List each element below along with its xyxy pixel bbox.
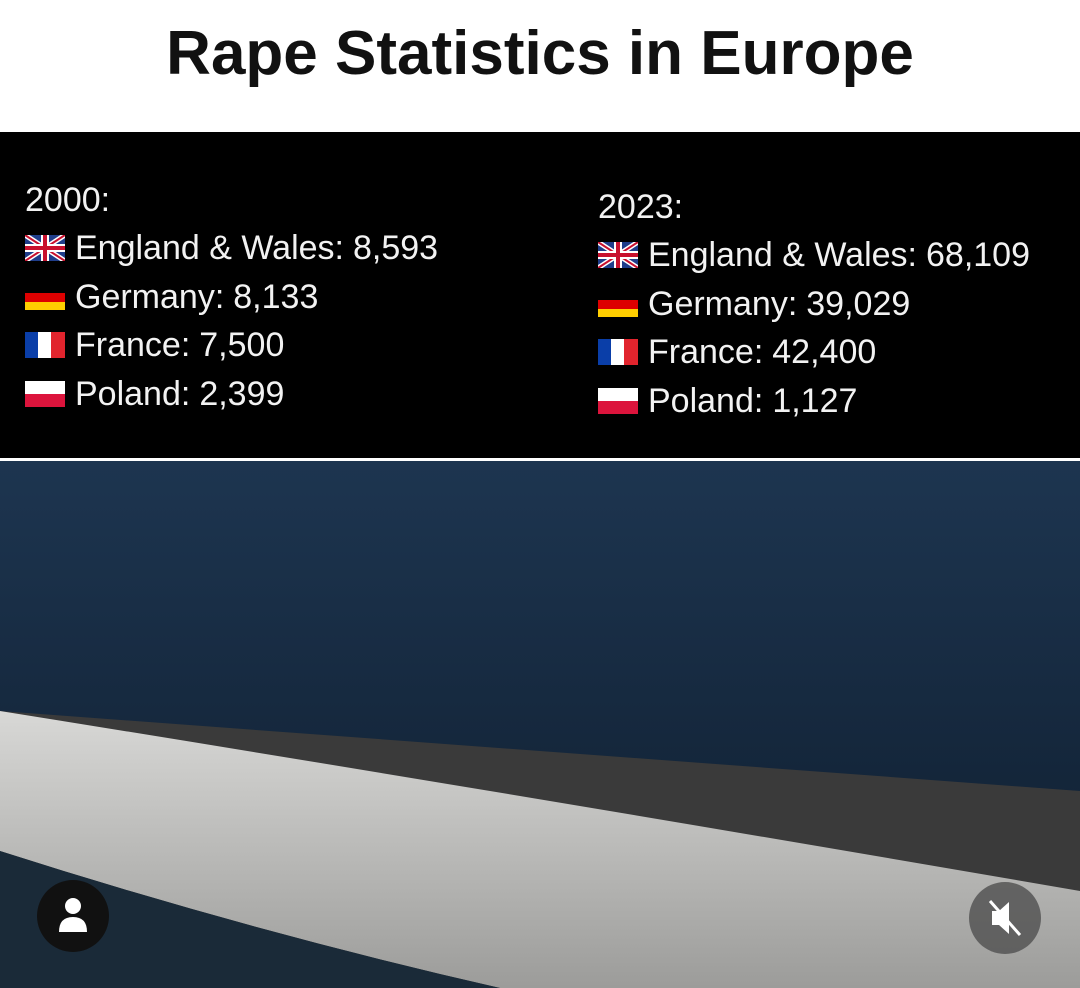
flag [598,242,638,269]
stat-row: Poland: 2,399 [25,370,438,419]
stat-value: 8,133 [233,277,319,316]
stat-row: Germany: 8,133 [25,273,438,322]
stat-value: 42,400 [772,333,877,371]
flag [25,235,65,262]
photo-placeholder [0,461,1080,988]
stat-value: 1,127 [772,381,858,420]
country-label: England & Wales: [648,236,917,274]
stats-column: 2000: England & Wales: 8,593 Germany: 8,133 F… [25,176,438,418]
year-heading: 2000: [25,181,111,219]
stat-value: 68,109 [926,236,1030,274]
flag [598,387,638,414]
water-front [0,851,500,988]
profile-icon[interactable] [37,880,109,952]
stat-row: France: 7,500 [25,321,438,370]
country-label: Poland: [75,374,191,413]
country-label: England & Wales: [75,229,344,267]
boat-hull [0,711,1080,988]
flag [598,339,638,366]
flag [25,332,65,359]
country-label: France: [648,333,764,371]
country-label: Germany: [648,284,798,323]
country-label: Poland: [648,381,764,420]
stat-row: France: 42,400 [598,328,1030,377]
country-label: Germany: [75,277,225,316]
flag [25,380,65,407]
stats-column: 2023: England & Wales: 68,109 Germany: 39,02… [598,183,1030,425]
stat-value: 7,500 [199,326,285,364]
country-label: France: [75,326,191,364]
stat-row: England & Wales: 8,593 [25,224,438,273]
stat-value: 2,399 [199,374,285,413]
stat-value: 8,593 [353,229,439,267]
stat-value: 39,029 [806,284,911,323]
flag [25,283,65,310]
year-heading: 2023: [598,188,684,226]
stats-panel: 2000: England & Wales: 8,593 Germany: 8,133 F… [0,132,1080,458]
mute-icon[interactable] [969,882,1041,954]
stat-row: England & Wales: 68,109 [598,231,1030,280]
stat-row: Poland: 1,127 [598,377,1030,426]
title: Rape Statistics in Europe [166,19,914,88]
stat-row: Germany: 39,029 [598,280,1030,329]
flag [598,290,638,317]
